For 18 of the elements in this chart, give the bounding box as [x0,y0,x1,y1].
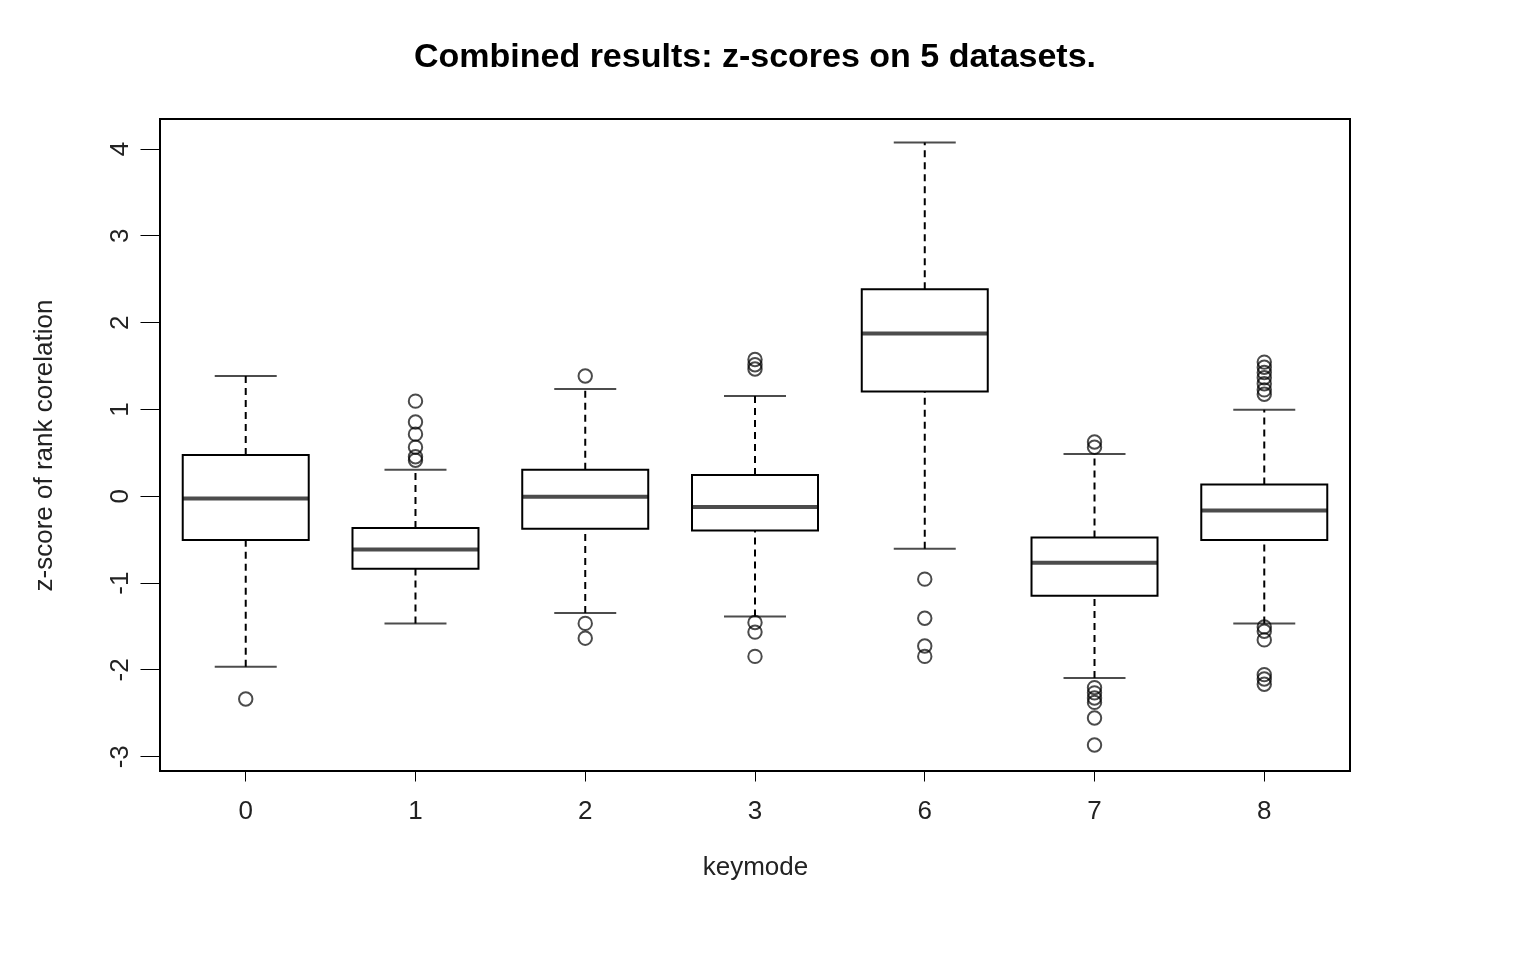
y-tick-label: 1 [103,402,134,417]
y-axis-title: z-score of rank corelation [27,299,58,592]
y-tick-label: 0 [103,489,134,504]
x-tick-label: 8 [1257,794,1272,825]
y-tick-label: -2 [103,658,134,682]
x-tick-label: 7 [1087,794,1102,825]
y-tick-label: 2 [103,315,134,330]
x-axis-title: keymode [702,850,809,881]
x-tick-label: 1 [408,794,423,825]
y-tick-label: 3 [103,228,134,244]
y-tick-label: -1 [103,571,134,595]
y-tick-label: -3 [103,745,134,769]
chart-title: Combined results: z-scores on 5 datasets. [413,36,1097,74]
x-tick-label: 6 [917,794,932,825]
y-tick-label: 4 [103,141,134,157]
x-tick-label: 3 [747,794,763,825]
x-tick-label: 0 [238,794,253,825]
x-tick-label: 2 [578,794,593,825]
